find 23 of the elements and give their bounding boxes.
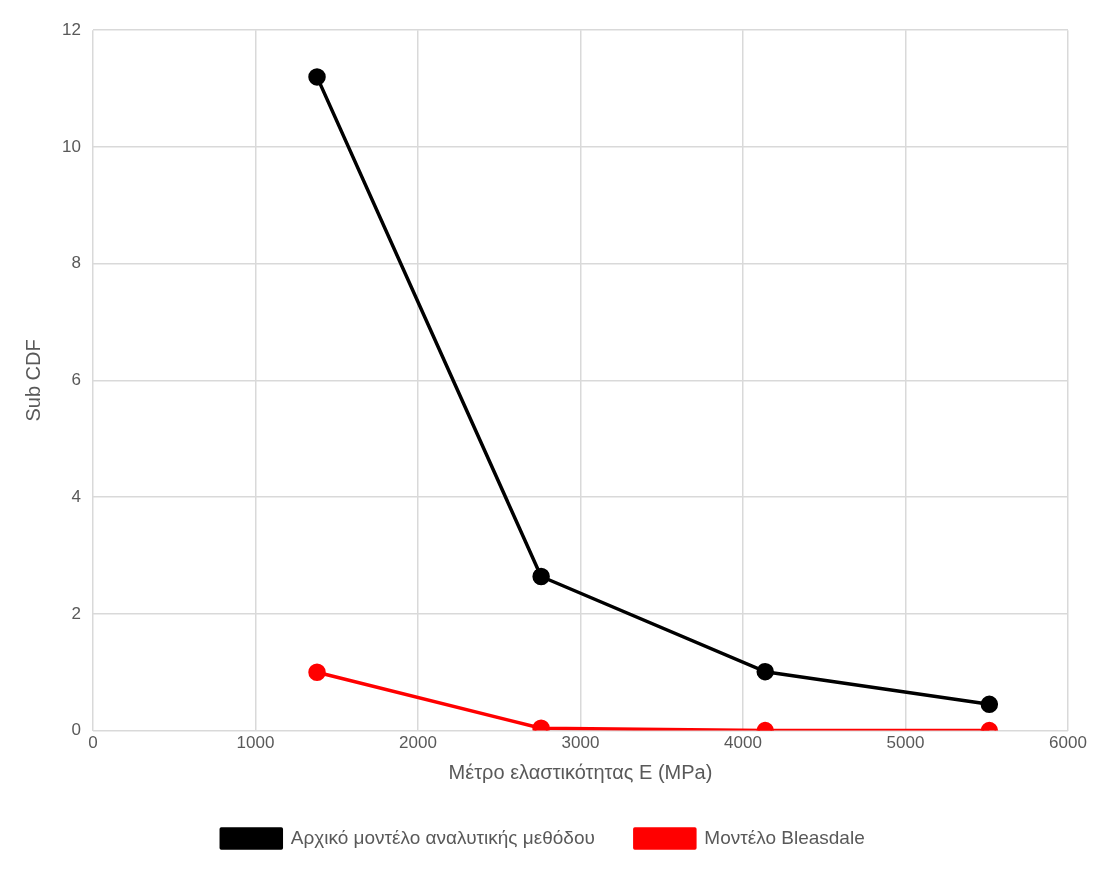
- point: [980, 695, 999, 714]
- y-tick-label: 8: [71, 253, 81, 273]
- x-tick-label: 0: [88, 733, 98, 753]
- x-tick-label: 1000: [236, 733, 275, 753]
- y-tick-label: 2: [71, 603, 81, 623]
- y-tick-label: 6: [71, 370, 81, 390]
- y-tick-label: 4: [71, 486, 81, 506]
- x-axis-title: Μέτρο ελαστικότητας Ε (MPa): [448, 760, 713, 783]
- x-tick-label: 3000: [561, 733, 600, 753]
- point: [756, 662, 774, 681]
- legend-label: Αρχικό μοντέλο αναλυτικής μεθόδου: [290, 826, 595, 848]
- x-tick-label: 2000: [399, 733, 437, 753]
- x-tick-label: 4000: [724, 733, 762, 753]
- y-tick-label: 12: [61, 19, 81, 39]
- y-tick-label: 10: [61, 136, 81, 156]
- x-tick-label: 5000: [886, 733, 925, 753]
- x-tick-label: 6000: [1049, 733, 1087, 753]
- y-tick-label: 0: [71, 720, 81, 740]
- y-axis-title: Sub CDF: [21, 339, 44, 422]
- point: [308, 663, 326, 681]
- legend-label: Μοντέλο Bleasdale: [704, 826, 865, 848]
- point: [532, 567, 550, 586]
- point: [308, 68, 326, 86]
